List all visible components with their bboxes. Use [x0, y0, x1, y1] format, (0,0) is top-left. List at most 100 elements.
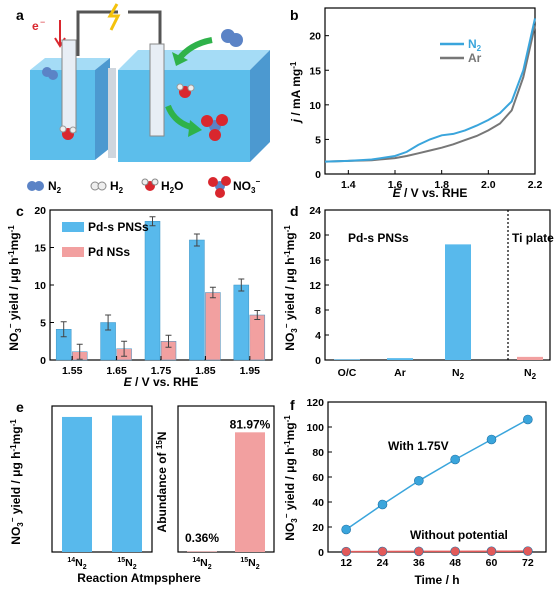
value-label: 0.36% [185, 531, 219, 545]
y-tick-label: 0 [315, 169, 321, 181]
bar [205, 292, 221, 361]
bar [517, 356, 543, 360]
cell-right-compartment [118, 43, 270, 162]
y-tick-label: 100 [306, 422, 324, 434]
bar [62, 416, 92, 552]
x-tick-label: 14N2 [192, 557, 211, 571]
x-tick-label: 1.65 [106, 365, 127, 377]
y-tick-label: 10 [34, 280, 46, 292]
y-tick-label: 16 [309, 255, 321, 267]
panel-a-schematic: a e − N2 H2 [16, 3, 270, 198]
y-tick-label: 20 [309, 31, 321, 43]
plot-frame-yield [51, 405, 153, 553]
y-tick-label: 120 [306, 397, 324, 409]
legend-pd-s-pnss: Pd-s PNSs [88, 220, 149, 234]
x-tick-label: 48 [449, 557, 461, 569]
no3-molecule-icon [201, 114, 228, 141]
x-tick-label: 1.4 [341, 179, 356, 191]
data-point [450, 546, 460, 557]
data-point [341, 524, 351, 535]
panel-e-label: e [16, 399, 24, 415]
svg-text:−: − [40, 17, 45, 27]
legend-n2: N2 [468, 37, 482, 53]
legend-ar: Ar [468, 51, 482, 65]
svg-text:NO3−: NO3− [233, 177, 260, 195]
x-tick-label: 1.75 [151, 365, 172, 377]
data-point [377, 546, 388, 557]
x-tick-label: 60 [486, 557, 498, 569]
y-axis-label: NO3− yield / μg h-1mg-1 [6, 225, 23, 351]
panel-f-label: f [290, 397, 295, 413]
y-tick-label: 60 [312, 472, 324, 484]
series-line [324, 25, 536, 163]
series-line [324, 18, 536, 163]
panel-c-chart: c 0 5 10 15 20 1.55 1.65 1.75 1.85 1.95 Pd-s PNSs… [6, 203, 273, 389]
data-point [486, 434, 497, 445]
x-tick-label: 15N2 [117, 557, 136, 571]
x-tick-label: 1.6 [388, 179, 403, 191]
x-tick-label: 36 [413, 557, 425, 569]
cell-left-compartment [30, 39, 110, 160]
bar [144, 221, 161, 361]
bar [187, 551, 217, 552]
panel-d-chart: d 0 4 8 12 16 20 24 O/C Ar N2 N2 Pd-s PNSs Ti plat… [282, 203, 554, 381]
legend: N2 Ar [440, 37, 482, 65]
x-tick-label: 1.8 [434, 179, 449, 191]
x-tick-label: N2 [524, 367, 537, 381]
x-tick-label: O/C [338, 367, 357, 379]
y-tick-label: 80 [312, 447, 324, 459]
group-label-pd-s-pnss: Pd-s PNSs [348, 231, 409, 245]
bar [233, 284, 250, 361]
spark-icon [107, 3, 121, 31]
n2-molecule-icon [221, 29, 243, 47]
y-tick-label: 0 [318, 547, 324, 559]
series-line [346, 550, 528, 553]
x-axis-label: E / V vs. RHE [393, 186, 468, 200]
x-tick-label: 1.85 [195, 365, 216, 377]
y-tick-label: 0 [40, 355, 46, 367]
bar [249, 314, 266, 361]
y-tick-label: 12 [309, 280, 321, 292]
y-axis-label: NO3− yield / μg h-1mg-1 [282, 225, 299, 351]
bar [189, 239, 205, 361]
y-tick-label: 4 [315, 330, 321, 342]
data-point [341, 546, 351, 557]
electron-label: e [32, 19, 39, 33]
y-tick-label: 15 [309, 65, 321, 77]
series-line [345, 418, 529, 531]
y-axis-label-yield: NO3− yield / μg h-1mg-1 [8, 419, 25, 545]
x-tick-label: 2.2 [528, 179, 543, 191]
n2-molecule-icon [42, 67, 58, 80]
bar [387, 358, 413, 360]
y-tick-label: 24 [309, 205, 321, 217]
group-label-ti-plate: Ti plate [512, 231, 554, 245]
bar [235, 432, 265, 552]
x-tick-label: N2 [452, 367, 465, 381]
molecule-legend: N2 H2 H2O NO3− [27, 176, 260, 198]
data-point [486, 546, 497, 557]
x-tick-label: 15N2 [240, 557, 259, 571]
y-tick-label: 15 [34, 243, 46, 255]
x-tick-label: 1.95 [240, 365, 261, 377]
data-point [523, 546, 533, 556]
y-tick-label: 20 [312, 522, 324, 534]
y-tick-label: 5 [315, 134, 321, 146]
x-axis-label: E / V vs. RHE [124, 375, 199, 389]
x-tick-label: 12 [340, 557, 352, 569]
svg-text:N2: N2 [48, 179, 62, 195]
x-tick-label: 1.55 [62, 365, 83, 377]
svg-text:H2O: H2O [161, 179, 183, 195]
series-label-with-potential: With 1.75V [388, 439, 449, 453]
data-point [414, 546, 424, 557]
y-tick-label: 20 [34, 205, 46, 217]
legend-pd-nss: Pd NSs [88, 245, 130, 259]
y-tick-label: 10 [309, 100, 321, 112]
legend: Pd-s PNSs Pd NSs [62, 220, 149, 259]
y-tick-label: 0 [315, 355, 321, 367]
bar [112, 415, 142, 552]
y-tick-label: 8 [315, 305, 321, 317]
value-label: 81.97% [230, 417, 271, 431]
series-label-without-potential: Without potential [410, 528, 508, 542]
y-axis-label: j / mA mg-1 [289, 61, 303, 124]
y-tick-label: 5 [40, 318, 46, 330]
